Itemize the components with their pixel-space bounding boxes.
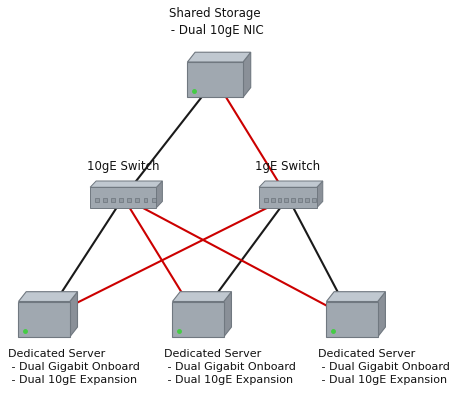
Text: 1gE Switch: 1gE Switch <box>256 160 321 173</box>
FancyBboxPatch shape <box>119 198 123 202</box>
Text: Dedicated Server
 - Dual Gigabit Onboard
 - Dual 10gE Expansion: Dedicated Server - Dual Gigabit Onboard … <box>8 349 139 385</box>
FancyBboxPatch shape <box>326 301 378 337</box>
Polygon shape <box>90 181 162 187</box>
Polygon shape <box>259 181 323 187</box>
Polygon shape <box>243 52 251 98</box>
Polygon shape <box>187 52 251 62</box>
FancyBboxPatch shape <box>111 198 115 202</box>
FancyBboxPatch shape <box>19 301 70 337</box>
FancyBboxPatch shape <box>278 198 281 202</box>
Text: Dedicated Server
 - Dual Gigabit Onboard
 - Dual 10gE Expansion: Dedicated Server - Dual Gigabit Onboard … <box>318 349 450 385</box>
Text: Shared Storage
 - Dual 10gE NIC: Shared Storage - Dual 10gE NIC <box>167 7 263 37</box>
FancyBboxPatch shape <box>298 198 302 202</box>
FancyBboxPatch shape <box>95 198 99 202</box>
FancyBboxPatch shape <box>135 198 139 202</box>
FancyBboxPatch shape <box>312 198 316 202</box>
FancyBboxPatch shape <box>259 187 317 208</box>
FancyBboxPatch shape <box>103 198 107 202</box>
Polygon shape <box>19 292 78 301</box>
FancyBboxPatch shape <box>305 198 309 202</box>
FancyBboxPatch shape <box>292 198 295 202</box>
FancyBboxPatch shape <box>152 198 155 202</box>
Text: 10gE Switch: 10gE Switch <box>87 160 160 173</box>
FancyBboxPatch shape <box>285 198 288 202</box>
Polygon shape <box>317 181 323 208</box>
Polygon shape <box>224 292 232 337</box>
Text: Dedicated Server
 - Dual Gigabit Onboard
 - Dual 10gE Expansion: Dedicated Server - Dual Gigabit Onboard … <box>164 349 296 385</box>
Polygon shape <box>156 181 162 208</box>
Polygon shape <box>70 292 78 337</box>
FancyBboxPatch shape <box>264 198 268 202</box>
Polygon shape <box>172 292 232 301</box>
FancyBboxPatch shape <box>172 301 224 337</box>
FancyBboxPatch shape <box>144 198 147 202</box>
FancyBboxPatch shape <box>127 198 131 202</box>
FancyBboxPatch shape <box>90 187 156 208</box>
Polygon shape <box>378 292 386 337</box>
FancyBboxPatch shape <box>187 62 243 98</box>
Polygon shape <box>326 292 386 301</box>
FancyBboxPatch shape <box>271 198 275 202</box>
